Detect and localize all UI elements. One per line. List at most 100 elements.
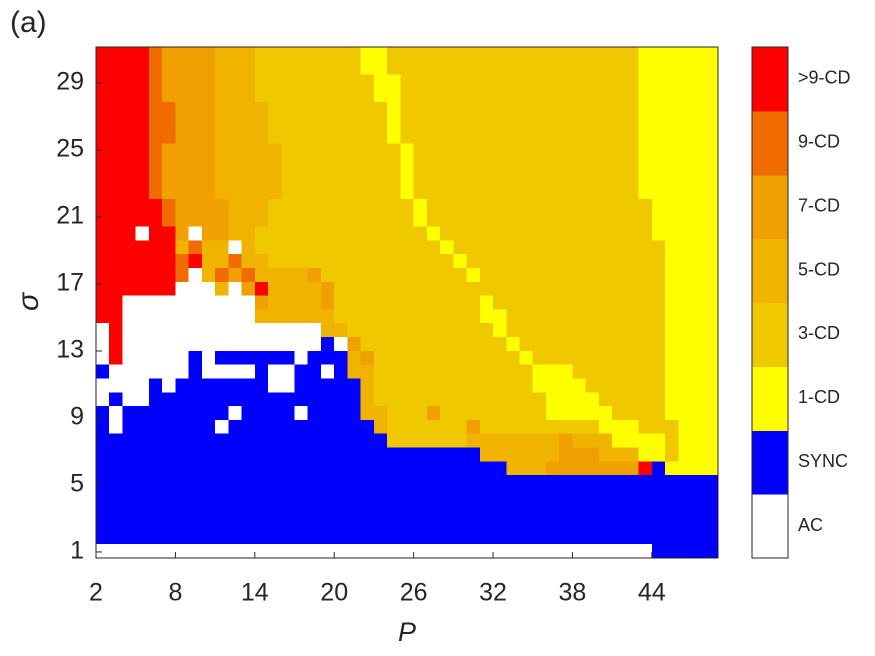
heatmap-cell [135, 295, 150, 311]
heatmap-cell [572, 502, 587, 518]
heatmap-cell [493, 378, 507, 393]
heatmap-cell [281, 447, 296, 462]
heatmap-cell [612, 488, 626, 504]
heatmap-cell [453, 171, 468, 186]
heatmap-cell [493, 157, 507, 172]
heatmap-cell [532, 198, 547, 214]
heatmap-cell [294, 143, 309, 159]
heatmap-cell [519, 129, 534, 145]
heatmap-cell [162, 254, 177, 269]
heatmap-cell [307, 323, 322, 338]
heatmap-cell [704, 129, 719, 145]
heatmap-cell [506, 88, 521, 103]
heatmap-cell [559, 240, 574, 255]
heatmap-cell [400, 419, 415, 435]
heatmap-cell [109, 295, 124, 311]
heatmap-cell [122, 60, 137, 76]
heatmap-cell [598, 198, 613, 214]
heatmap-cell [400, 47, 415, 62]
heatmap-cell [281, 475, 296, 490]
heatmap-cell [228, 254, 243, 269]
heatmap-cell [294, 364, 309, 380]
heatmap-cell [307, 185, 322, 200]
heatmap-cell [559, 350, 574, 366]
heatmap-cell [638, 337, 653, 352]
heatmap-cell [241, 171, 256, 186]
heatmap-cell [651, 281, 666, 297]
heatmap-cell [691, 60, 706, 76]
heatmap-cell [387, 254, 401, 269]
colorbar-segment [752, 366, 788, 431]
heatmap-cell [241, 60, 256, 76]
heatmap-cell [148, 157, 163, 172]
heatmap-cell [373, 447, 388, 462]
heatmap-cell [268, 433, 282, 449]
heatmap-cell [638, 295, 653, 311]
heatmap-cell [241, 378, 256, 393]
heatmap-cell [559, 171, 574, 186]
heatmap-cell [479, 116, 494, 131]
heatmap-cell [651, 212, 666, 228]
heatmap-cell [598, 254, 613, 269]
heatmap-cell [400, 240, 415, 255]
heatmap-cell [625, 198, 640, 214]
heatmap-cell [585, 157, 600, 172]
heatmap-cell [466, 212, 481, 228]
heatmap-cell [109, 129, 124, 145]
heatmap-cell [453, 378, 468, 393]
heatmap-cell [638, 516, 653, 531]
x-tick-label: 2 [89, 579, 103, 607]
heatmap-cell [678, 502, 693, 518]
heatmap-cell [373, 392, 388, 407]
heatmap-cell [347, 143, 362, 159]
heatmap-cell [691, 406, 706, 421]
heatmap-cell [493, 364, 507, 380]
heatmap-cell [638, 364, 653, 380]
colorbar-label: >9-CD [798, 68, 851, 88]
heatmap-cell [665, 60, 679, 76]
heatmap-cell [426, 226, 441, 241]
heatmap-cell [479, 433, 494, 449]
heatmap-cell [122, 226, 137, 241]
heatmap-cell [96, 475, 110, 490]
heatmap-cell [373, 544, 388, 559]
heatmap-cell [373, 240, 388, 255]
heatmap-cell [426, 116, 441, 131]
heatmap-cell [704, 461, 719, 476]
heatmap-cell [268, 143, 282, 159]
heatmap-cell [175, 212, 190, 228]
heatmap-cell [109, 60, 124, 76]
heatmap-cell [572, 240, 587, 255]
heatmap-cell [453, 364, 468, 380]
heatmap-cell [625, 226, 640, 241]
heatmap-cell [585, 447, 600, 462]
heatmap-cell [572, 309, 587, 324]
heatmap-cell [148, 254, 163, 269]
heatmap-cell [148, 88, 163, 103]
heatmap-cell [651, 47, 666, 62]
heatmap-cell [453, 475, 468, 490]
heatmap-cell [506, 502, 521, 518]
heatmap-cell [373, 157, 388, 172]
heatmap-cell [307, 309, 322, 324]
heatmap-cell [479, 129, 494, 145]
heatmap-cell [320, 350, 335, 366]
heatmap-cell [148, 226, 163, 241]
heatmap-cell [519, 544, 534, 559]
heatmap-cell [651, 447, 666, 462]
heatmap-cell [373, 185, 388, 200]
heatmap-cell [254, 544, 269, 559]
heatmap-cell [228, 337, 243, 352]
heatmap-cell [413, 198, 428, 214]
heatmap-cell [572, 185, 587, 200]
heatmap-cell [466, 502, 481, 518]
heatmap-cell [307, 143, 322, 159]
heatmap-cell [254, 419, 269, 435]
heatmap-cell [387, 544, 401, 559]
heatmap-cell [612, 171, 626, 186]
heatmap-cell [373, 281, 388, 297]
heatmap-cell [347, 323, 362, 338]
heatmap-cell [320, 226, 335, 241]
heatmap-cell [228, 350, 243, 366]
heatmap-cell [506, 488, 521, 504]
